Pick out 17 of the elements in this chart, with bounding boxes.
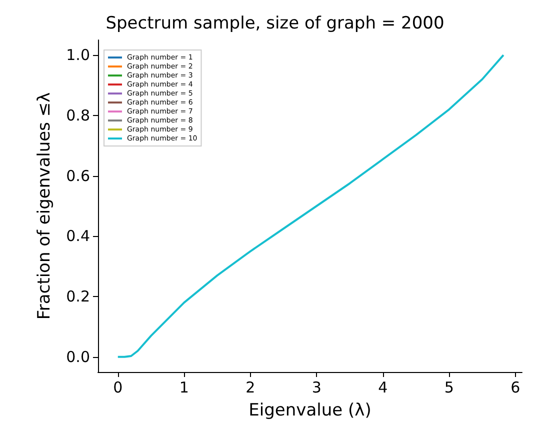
chart-title: Spectrum sample, size of graph = 2000	[106, 14, 444, 34]
y-tick-label: 0.4	[66, 227, 90, 246]
line-series	[116, 54, 504, 358]
x-tick-label: 6	[510, 378, 520, 396]
y-tick-label: 0.0	[66, 348, 90, 366]
y-tick-label: 0.8	[66, 106, 90, 124]
x-tick-label: 5	[444, 378, 454, 396]
x-tick-label: 0	[113, 378, 123, 396]
y-axis-title: Fraction of eigenvalues ≤λ	[34, 92, 54, 320]
y-tick-label: 0.6	[66, 166, 90, 185]
x-tick-label: 4	[378, 378, 388, 396]
x-tick-label: 2	[246, 378, 256, 396]
x-axis-title: Eigenvalue (λ)	[248, 400, 372, 420]
x-tick-label: 3	[312, 378, 322, 396]
y-tick-label: 0.2	[66, 288, 90, 306]
x-tick-label: 1	[179, 378, 189, 396]
y-tick-label: 1.0	[66, 46, 90, 64]
